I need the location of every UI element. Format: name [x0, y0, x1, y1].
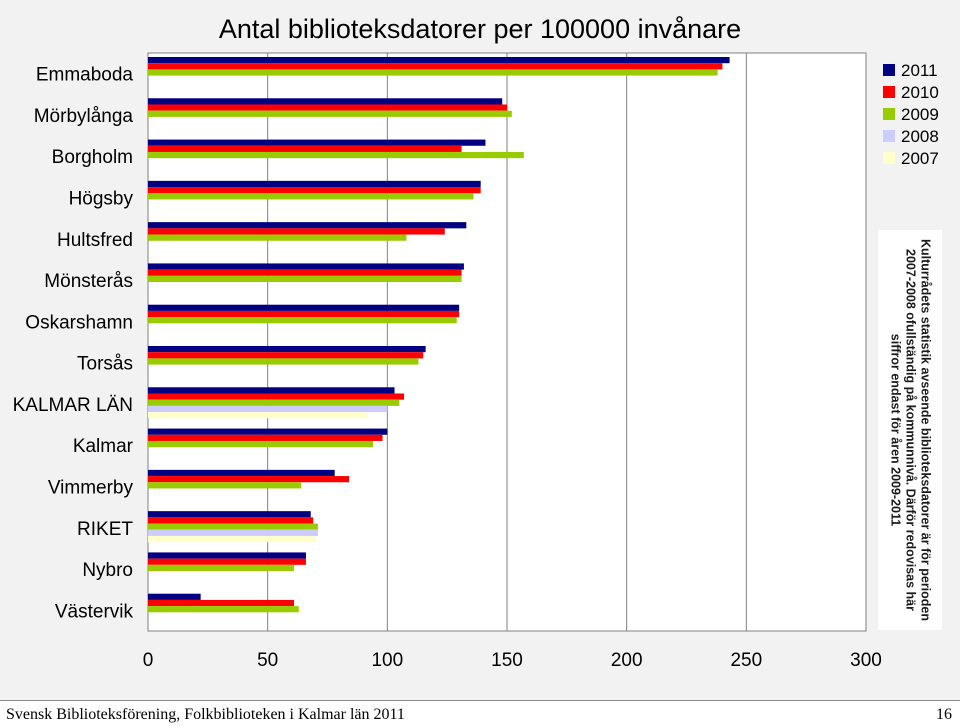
x-tick-label: 200	[611, 650, 643, 671]
bar-2009-10	[148, 482, 302, 489]
x-tick-label: 100	[371, 650, 403, 671]
category-label: Torsås	[77, 354, 133, 375]
footer-source: Svensk Biblioteksförening, Folkbibliotek…	[6, 706, 405, 723]
category-label: Emmaboda	[36, 65, 134, 86]
chart: Antal biblioteksdatorer per 100000 invån…	[13, 14, 939, 671]
bar-2009-2	[148, 151, 524, 159]
x-tick-label: 0	[143, 650, 154, 671]
footer: Svensk Biblioteksförening, Folkbibliotek…	[0, 700, 960, 726]
category-label: Hultsfred	[57, 230, 133, 251]
bar-2011-11	[148, 511, 311, 518]
legend-label: 2010	[901, 83, 939, 102]
bar-2009-0	[148, 69, 718, 76]
x-tick-labels: 0 50 100 150 200 250 300	[143, 650, 882, 671]
legend-swatch	[883, 64, 895, 76]
bar-2009-9	[148, 440, 373, 448]
bar-2009-7	[148, 358, 419, 365]
bar-2009-13	[148, 606, 299, 613]
bar-2011-7	[148, 346, 426, 353]
bar-2010-9	[148, 434, 383, 441]
note-box: Kulturrådets statistik avseende bibliote…	[878, 230, 942, 630]
bar-2010-8	[148, 393, 405, 400]
bar-2010-1	[148, 104, 507, 111]
bar-2011-4	[148, 222, 467, 229]
legend-label: 2007	[901, 149, 939, 168]
chart-title: Antal biblioteksdatorer per 100000 invån…	[219, 14, 741, 44]
category-label: Borgholm	[52, 147, 133, 168]
bar-2008-11	[148, 529, 318, 536]
bar-2009-8	[148, 399, 400, 406]
legend-swatch	[883, 86, 895, 98]
bar-2011-10	[148, 469, 335, 477]
page-number: 16	[936, 706, 952, 723]
legend-swatch	[883, 130, 895, 142]
bar-2011-3	[148, 180, 481, 188]
bar-2011-12	[148, 552, 306, 559]
bar-2009-12	[148, 564, 294, 572]
bar-2010-7	[148, 352, 424, 359]
legend-label: 2011	[901, 61, 938, 80]
category-label: Oskarshamn	[25, 312, 133, 333]
category-label: Mörbylånga	[34, 106, 134, 127]
note-text: Kulturrådets statistik avseende bibliote…	[888, 238, 933, 622]
bar-2011-2	[148, 139, 486, 146]
bar-2010-3	[148, 187, 481, 194]
bar-2009-4	[148, 234, 407, 241]
bar-2011-8	[148, 387, 395, 394]
bar-2011-9	[148, 428, 388, 435]
bars	[148, 57, 730, 613]
category-label: Vimmerby	[48, 478, 134, 499]
bar-2009-3	[148, 193, 474, 200]
bar-2007-11	[148, 535, 316, 543]
bar-2011-5	[148, 263, 464, 270]
legend: 2011 2010 2009 2008 2007	[883, 61, 939, 168]
bar-2010-12	[148, 558, 306, 565]
bar-2009-1	[148, 110, 512, 117]
category-label: Kalmar	[73, 436, 134, 457]
x-tick-label: 300	[850, 650, 882, 671]
category-label: RIKET	[77, 519, 133, 540]
legend-swatch	[883, 152, 895, 164]
bar-2010-2	[148, 145, 462, 152]
bar-2010-6	[148, 310, 460, 318]
bar-2010-5	[148, 269, 462, 276]
bar-2007-8	[148, 412, 369, 419]
legend-label: 2008	[901, 127, 939, 146]
x-tick-label: 50	[257, 650, 278, 671]
legend-swatch	[883, 108, 895, 120]
bar-2011-0	[148, 57, 730, 64]
category-label: Nybro	[82, 560, 133, 581]
bar-2011-13	[148, 593, 201, 600]
bar-2009-11	[148, 523, 318, 530]
bar-2010-11	[148, 517, 314, 524]
bar-2010-4	[148, 228, 445, 235]
category-label: Högsby	[69, 189, 134, 210]
bar-2009-5	[148, 275, 462, 283]
bar-2008-8	[148, 405, 388, 413]
category-label: KALMAR LÄN	[13, 395, 133, 416]
category-label: Mönsterås	[44, 271, 133, 292]
category-label: Västervik	[55, 601, 134, 622]
bar-2010-13	[148, 599, 294, 607]
x-tick-label: 150	[491, 650, 523, 671]
bar-2009-6	[148, 317, 457, 324]
bar-2010-0	[148, 63, 723, 70]
category-labels: Emmaboda Mörbylånga Borgholm Högsby Hultsfre…	[13, 65, 134, 623]
bar-2011-1	[148, 98, 503, 105]
bar-2011-6	[148, 304, 460, 311]
x-tick-label: 250	[730, 650, 762, 671]
legend-label: 2009	[901, 105, 939, 124]
bar-2010-10	[148, 476, 350, 483]
